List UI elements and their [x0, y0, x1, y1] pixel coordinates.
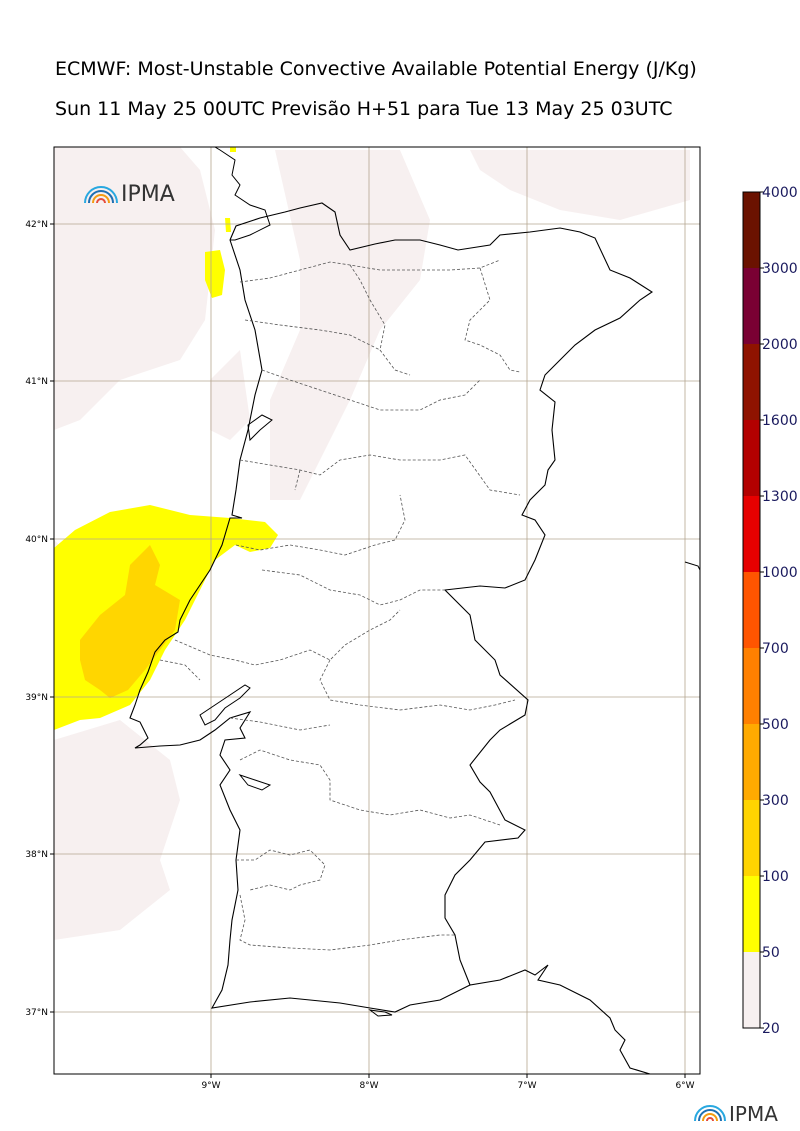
colorbar-segment [743, 800, 760, 876]
colorbar-label: 2000 [762, 337, 798, 353]
colorbar-label: 4000 [762, 185, 798, 201]
colorbar-segment [743, 496, 760, 572]
chart-subtitle: Sun 11 May 25 00UTC Previsão H+51 para T… [55, 98, 673, 120]
cape-field-yellow [54, 147, 278, 730]
colorbar-segment [743, 572, 760, 648]
cape-field-low [54, 147, 690, 940]
colorbar-label: 300 [762, 793, 789, 809]
lat-ticks [50, 223, 54, 1013]
colorbar-segment [743, 268, 760, 344]
lat-label: 42°N [25, 220, 48, 230]
lat-label: 38°N [25, 850, 48, 860]
colorbar-segment [743, 420, 760, 496]
lon-label: 9°W [201, 1081, 220, 1091]
colorbar-segment [743, 344, 760, 420]
colorbar-label: 1000 [762, 565, 798, 581]
colorbar-label: 3000 [762, 261, 798, 277]
chart-title: ECMWF: Most-Unstable Convective Availabl… [55, 58, 697, 80]
logo-text: IPMA [121, 182, 175, 207]
ipma-logo-map: IPMA [84, 182, 175, 207]
colorbar-label: 700 [762, 641, 789, 657]
coastline-west [129, 239, 471, 1013]
lon-label: 6°W [675, 1081, 694, 1091]
estuary-details [199, 414, 700, 1017]
colorbar: 4000 3000 2000 1600 1300 1000 700 500 300 100 50 20 [742, 185, 798, 1037]
logo-text: IPMA [729, 1102, 778, 1126]
colorbar-label: 100 [762, 869, 789, 885]
colorbar-label: 1300 [762, 489, 798, 505]
lat-label: 41°N [25, 377, 48, 387]
coastline-galicia [214, 147, 271, 241]
colorbar-segment [743, 192, 760, 268]
colorbar-segment [743, 952, 760, 1028]
colorbar-label: 500 [762, 717, 789, 733]
graticule [54, 147, 700, 1074]
district-borders [159, 259, 521, 951]
colorbar-label: 1600 [762, 413, 798, 429]
lon-label: 7°W [517, 1081, 536, 1091]
colorbar-segment [743, 724, 760, 800]
lat-label: 39°N [25, 693, 48, 703]
colorbar-label: 50 [762, 945, 780, 961]
colorbar-segment [743, 876, 760, 952]
ipma-logo-footer: IPMA [694, 1102, 778, 1126]
colorbar-label: 20 [762, 1021, 780, 1037]
colorbar-segment [743, 648, 760, 724]
rainbow-arc-icon [84, 186, 118, 204]
lat-label: 40°N [25, 535, 48, 545]
lon-ticks [210, 1074, 686, 1078]
colorbar-frame [742, 191, 761, 1029]
lat-label: 37°N [25, 1008, 48, 1018]
lon-label: 8°W [359, 1081, 378, 1091]
map-frame [53, 146, 701, 1075]
rainbow-arc-icon [694, 1105, 726, 1122]
